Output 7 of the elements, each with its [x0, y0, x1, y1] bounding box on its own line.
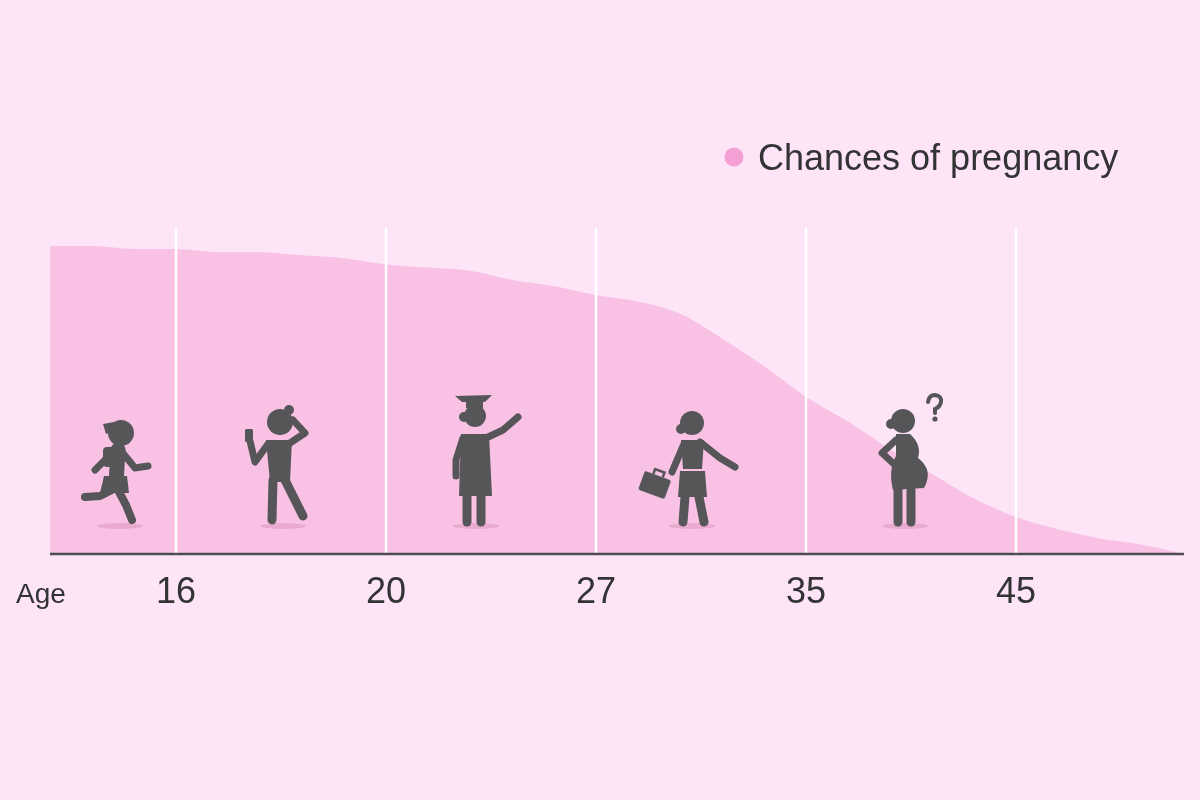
x-tick-label: 27 [575, 570, 617, 611]
x-tick-label: 20 [365, 570, 407, 611]
x-axis-title: Age [16, 578, 66, 609]
x-tick-label: 35 [785, 570, 827, 611]
legend-label: Chances of pregnancy [758, 137, 1119, 178]
x-tick-label: 16 [155, 570, 197, 611]
x-tick-label: 45 [995, 570, 1037, 611]
